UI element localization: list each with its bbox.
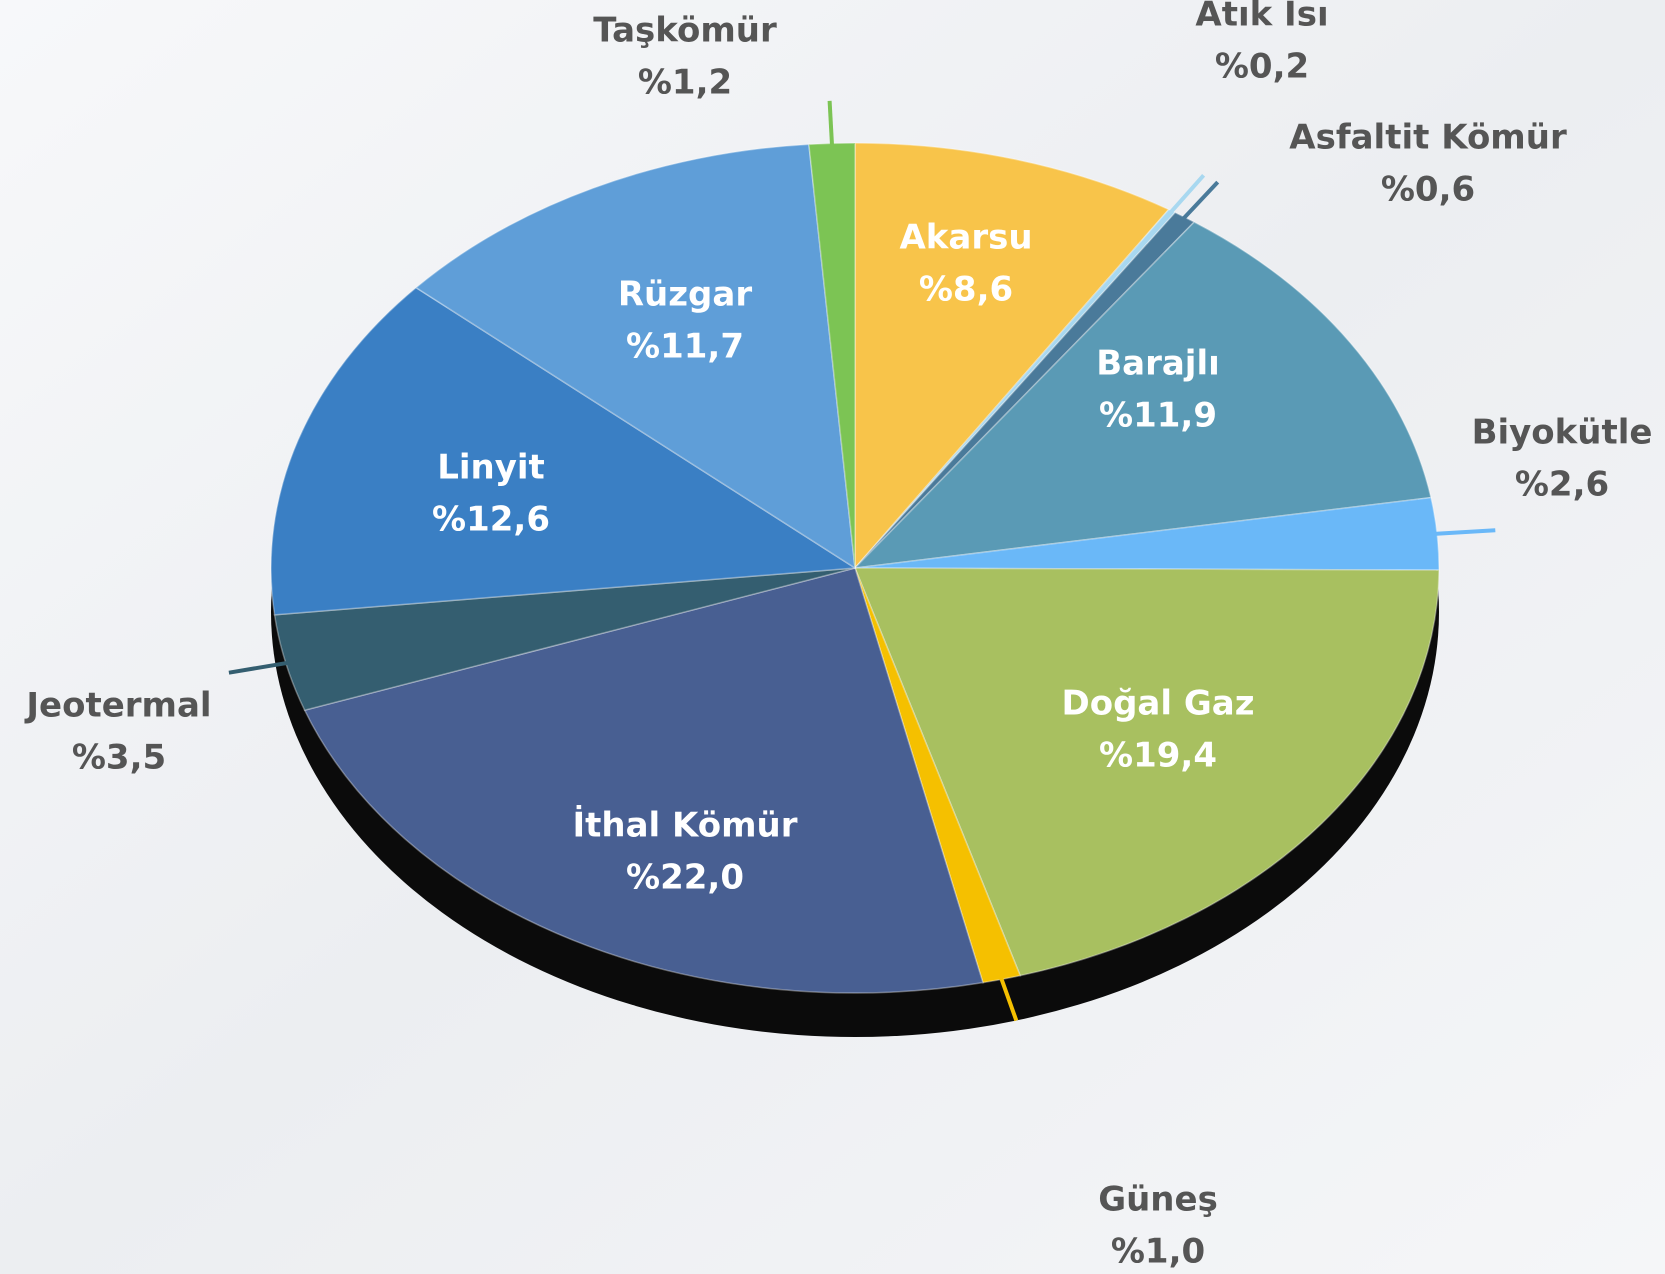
slice-value-label: %2,6 bbox=[1515, 465, 1609, 505]
slice-value-label: %0,6 bbox=[1381, 170, 1475, 210]
slice-label: Barajlı bbox=[1096, 344, 1220, 384]
leader-line bbox=[1419, 528, 1496, 537]
pie-slice bbox=[303, 567, 984, 994]
leader-line bbox=[1173, 180, 1220, 230]
slice-label: Atık Isı bbox=[1195, 0, 1328, 35]
slice-value-label: %12,6 bbox=[432, 500, 550, 540]
slice-label: Taşkömür bbox=[593, 11, 777, 51]
slice-label: Güneş bbox=[1098, 1180, 1218, 1220]
slice-label: Rüzgar bbox=[618, 275, 752, 315]
slice-value-label: %1,2 bbox=[638, 63, 732, 103]
slice-label: Akarsu bbox=[899, 218, 1032, 258]
slice-value-label: %0,2 bbox=[1215, 47, 1309, 87]
slice-label: Asfaltit Kömür bbox=[1289, 118, 1567, 158]
pie-slice bbox=[270, 286, 858, 616]
slice-label: Linyit bbox=[437, 448, 545, 488]
pie-slice bbox=[853, 567, 1440, 977]
slice-value-label: %22,0 bbox=[626, 858, 744, 898]
slice-value-label: %11,9 bbox=[1099, 396, 1217, 436]
pie-slice bbox=[414, 143, 856, 570]
slice-label: Jeotermal bbox=[24, 686, 211, 726]
slice-label: İthal Kömür bbox=[572, 805, 797, 846]
slice-label: Doğal Gaz bbox=[1062, 684, 1255, 724]
pie-slice bbox=[854, 142, 1170, 570]
slice-value-label: %8,6 bbox=[919, 270, 1013, 310]
slice-value-label: %1,0 bbox=[1111, 1232, 1205, 1272]
slice-value-label: %3,5 bbox=[72, 738, 166, 778]
slice-value-label: %11,7 bbox=[626, 327, 744, 367]
leader-line bbox=[995, 966, 1019, 1022]
leader-line bbox=[827, 100, 835, 157]
leader-line bbox=[228, 658, 304, 675]
pie-slice bbox=[852, 221, 1432, 570]
slice-value-label: %19,4 bbox=[1099, 736, 1217, 776]
slice-label: Biyokütle bbox=[1472, 413, 1653, 453]
leader-line bbox=[1160, 173, 1206, 224]
